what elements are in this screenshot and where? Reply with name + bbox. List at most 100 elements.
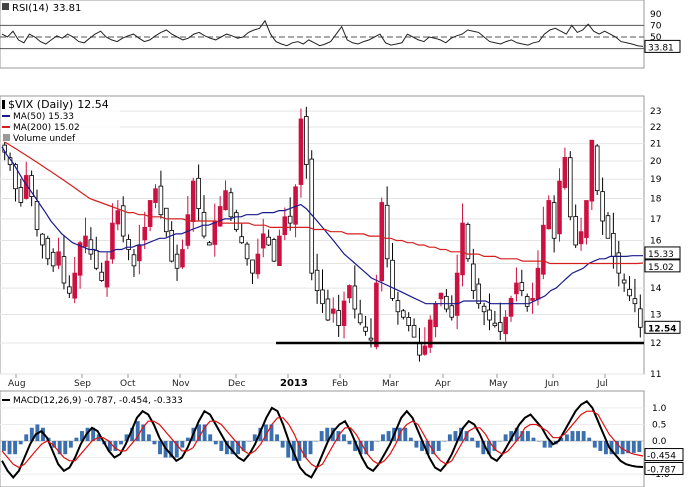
candle-body — [632, 298, 638, 305]
macd-hist-bar — [564, 434, 569, 441]
candle-body — [481, 305, 487, 313]
candle-body — [341, 300, 347, 326]
candle-body — [153, 188, 158, 203]
macd-hist-bar — [236, 441, 241, 455]
macd-hist-bar — [57, 441, 62, 455]
macd-tick-0.0: 0.0 — [652, 437, 667, 447]
candle-body — [584, 200, 589, 238]
price-tick-labels: 23222120191817161514131211 — [650, 107, 662, 380]
candle-body — [638, 308, 643, 328]
macd-hist-bar — [631, 441, 636, 453]
macd-hist-bar — [520, 431, 525, 441]
macd-hist-bar — [169, 441, 174, 458]
candle-body — [56, 251, 61, 266]
candle-body — [605, 215, 611, 239]
month-label-0: Aug — [8, 379, 26, 389]
vix-tag-text: 12.54 — [648, 324, 676, 334]
candle-body — [304, 116, 309, 165]
macd-hist-bar — [302, 441, 307, 458]
macd-hist-bar — [403, 427, 408, 441]
candle-body — [567, 157, 573, 218]
macd-hist-bar — [525, 431, 530, 441]
candle-body — [627, 288, 632, 297]
macd-hist-bar — [247, 441, 252, 442]
rsi-tick-90: 90 — [650, 10, 662, 20]
candle-body — [217, 206, 223, 227]
price-panel-frame — [0, 95, 645, 375]
volume-legend-swatch — [3, 134, 10, 141]
candle-body — [578, 231, 584, 245]
candle-body — [180, 249, 185, 268]
macd-hist-bar — [514, 427, 519, 441]
macd-hist-bar — [308, 441, 313, 455]
candle-body — [535, 267, 541, 300]
macd-hist-bar — [498, 441, 502, 442]
month-label-11: Jul — [596, 379, 608, 389]
price-value-tags: 15.33 15.02 12.54 — [644, 246, 681, 334]
candle-body — [519, 282, 525, 292]
macd-hist-bar — [18, 441, 23, 445]
price-tick-20: 20 — [650, 157, 662, 167]
candle-body — [250, 259, 255, 274]
macd-hist-bar — [598, 441, 603, 451]
macd-hist-bar — [576, 431, 581, 441]
macd-hist-bar — [224, 441, 229, 455]
price-tick-17: 17 — [650, 215, 661, 225]
month-label-6: Feb — [332, 379, 348, 389]
macd-hist-bar — [29, 427, 34, 441]
moving-average-lines — [1, 139, 644, 305]
macd-hist-bar — [91, 427, 96, 441]
candle-body — [330, 308, 336, 314]
macd-hist-bar — [570, 431, 575, 441]
rsi-tick-50: 50 — [650, 33, 662, 43]
candle-body — [190, 180, 196, 222]
candle-body — [589, 139, 595, 202]
candle-body — [530, 297, 535, 301]
candle-body — [460, 222, 465, 276]
macd-hist-bar — [113, 441, 118, 451]
macd-hist-bar — [68, 441, 73, 448]
rsi-tag-box — [644, 39, 681, 53]
candle-body — [147, 200, 153, 227]
price-tick-12: 12 — [650, 339, 661, 349]
candle-body — [514, 282, 519, 295]
macd-hist-bar — [531, 437, 536, 441]
candles — [2, 106, 643, 362]
macd-tick-0.5: 0.5 — [652, 420, 666, 430]
rsi-level-lines — [0, 24, 644, 50]
candle-body — [497, 322, 503, 332]
candle-body — [320, 289, 325, 305]
macd-hist-bar — [241, 441, 246, 451]
candle-body — [83, 235, 88, 247]
macd-hist-bar — [275, 434, 280, 441]
macd-hist-bar — [453, 431, 458, 441]
macd-hist-bar — [364, 441, 369, 455]
candle-body — [260, 233, 266, 249]
macd-legend-label: MACD(12,26,9) -0.787, -0.454, -0.333 — [13, 396, 183, 406]
vix-legend-swatch — [2, 100, 5, 109]
macd-hist-bar — [436, 441, 441, 451]
candle-body — [18, 187, 24, 203]
macd-hist-bar — [252, 434, 257, 441]
candle-body — [115, 210, 121, 225]
macd-hist-bar — [63, 441, 68, 455]
candle-body — [234, 212, 239, 230]
rsi-panel-frame — [0, 0, 645, 69]
candle-body — [347, 285, 352, 299]
candle-body — [551, 202, 557, 239]
candle-body — [271, 239, 277, 262]
candle-body — [120, 205, 126, 237]
month-label-10: Jun — [544, 379, 559, 389]
candle-body — [454, 272, 460, 316]
macd-hist-bar — [481, 441, 486, 455]
month-label-4: Dec — [228, 379, 245, 389]
macd-hist-bar — [353, 441, 358, 451]
macd-hist-bar — [442, 441, 447, 442]
macd-hist-bar — [386, 431, 391, 441]
macd-signal-tag-box — [644, 448, 684, 462]
vix-tag-box — [644, 320, 681, 334]
candle-body — [422, 345, 428, 355]
candle-body — [390, 259, 395, 299]
macd-hist-bar — [375, 441, 380, 442]
macd-hist-bar — [447, 434, 452, 441]
